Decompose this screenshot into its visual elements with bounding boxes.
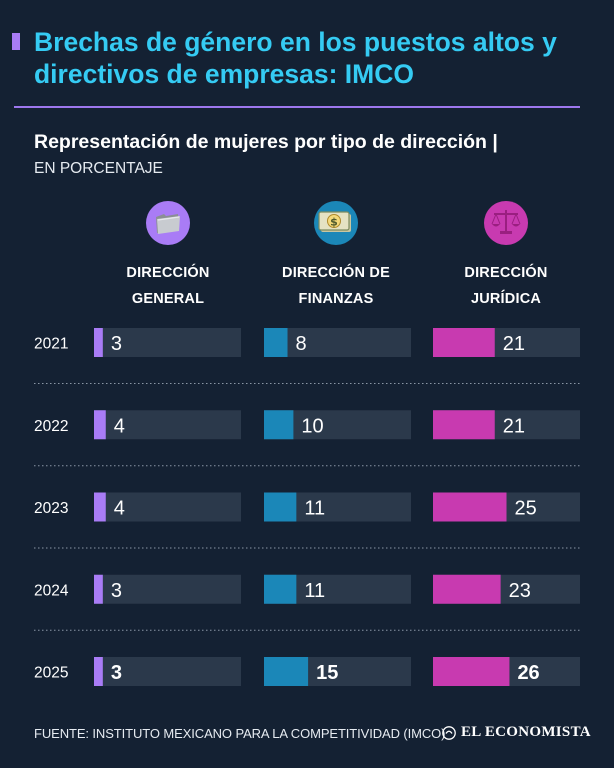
column-label-finanzas: DIRECCIÓN DE FINANZAS [282,265,390,307]
scales-icon [484,201,528,245]
source-note: FUENTE: INSTITUTO MEXICANO PARA LA COMPE… [34,726,446,741]
brand-name: EL ECONOMISTA [461,724,591,740]
year-label: 2021 [34,336,68,353]
folder-icon [146,201,190,245]
bar-juridica [433,574,501,604]
year-label: 2023 [34,500,68,517]
brand-logo: EL ECONOMISTA [442,724,591,741]
bar-track-finanzas [264,328,411,357]
svg-text:$: $ [330,216,338,229]
bar-finanzas [264,657,309,686]
title-divider [14,106,580,108]
bar-track-general [94,492,241,522]
data-label-finanzas: 11 [304,498,325,520]
title-marker [12,33,20,50]
bar-general [94,328,103,357]
column-label-general: DIRECCIÓN GENERAL [126,265,210,307]
unit-label: EN PORCENTAJE [34,160,163,177]
money-icon: $ [314,201,358,245]
bar-track-general [94,410,241,440]
data-label-juridica: 21 [503,333,525,355]
bar-general [94,492,106,522]
data-label-finanzas: 8 [296,333,307,355]
data-label-finanzas: 10 [301,415,323,437]
data-label-general: 3 [111,662,122,684]
bar-finanzas [264,410,294,440]
bar-track-general [94,657,241,686]
column-header-juridica: DIRECCIÓN JURÍDICA [426,200,586,312]
column-label-juridica: DIRECCIÓN JURÍDICA [464,265,548,307]
data-label-finanzas: 15 [316,662,338,684]
data-label-juridica: 21 [503,415,525,437]
data-label-general: 4 [114,498,125,520]
column-header-general: DIRECCIÓN GENERAL [88,200,248,312]
bar-juridica [433,410,495,440]
year-label: 2024 [34,582,69,599]
data-label-juridica: 26 [517,662,539,684]
bar-finanzas [264,492,297,522]
bar-juridica [433,328,495,357]
bar-track-general [94,574,241,604]
data-label-general: 3 [111,580,122,602]
bar-juridica [433,657,510,686]
bar-juridica [433,492,507,522]
bar-track-general [94,328,241,357]
year-label: 2025 [34,665,68,682]
data-label-general: 4 [114,415,125,437]
year-label: 2022 [34,418,68,435]
bar-general [94,574,103,604]
data-label-general: 3 [111,333,122,355]
data-label-juridica: 23 [509,580,531,602]
chart-subtitle: Representación de mujeres por tipo de di… [34,131,498,153]
data-label-juridica: 25 [515,498,537,520]
bar-general [94,410,106,440]
bar-finanzas [264,328,288,357]
data-label-finanzas: 11 [304,580,325,602]
bar-general [94,657,103,686]
brand-mark-icon [442,725,456,740]
page-title: Brechas de género en los puestos altos y… [34,27,557,89]
bar-finanzas [264,574,297,604]
column-header-finanzas: $ DIRECCIÓN DE FINANZAS [256,200,416,312]
